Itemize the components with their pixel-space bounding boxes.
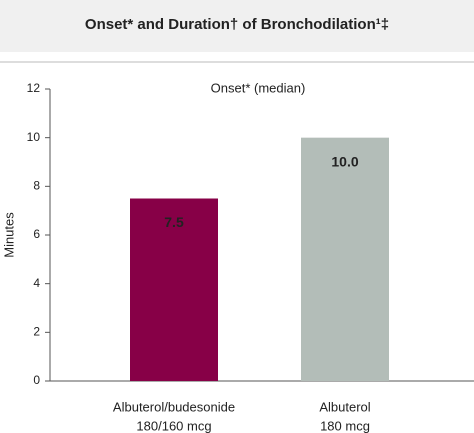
title-band (0, 0, 474, 52)
chart-title: Onset* and Duration† of Bronchodilation¹… (85, 16, 389, 33)
y-tick-label: 8 (33, 179, 40, 193)
y-tick-label: 2 (33, 325, 40, 339)
y-axis-label: Minutes (1, 212, 16, 258)
x-tick-label: 180 mcg (320, 418, 370, 433)
x-tick-label: Albuterol/budesonide (113, 399, 235, 414)
value-label: 10.0 (331, 153, 358, 169)
y-tick-label: 4 (33, 276, 40, 290)
bar (130, 198, 218, 381)
bar (301, 137, 389, 381)
x-tick-label: Albuterol (319, 399, 370, 414)
x-tick-label: 180/160 mcg (136, 418, 211, 433)
y-tick-label: 6 (33, 227, 40, 241)
y-tick-label: 12 (27, 81, 41, 95)
y-tick-label: 0 (33, 373, 40, 387)
value-label: 7.5 (164, 214, 184, 230)
chart-subtitle: Onset* (median) (211, 80, 306, 95)
y-tick-label: 10 (27, 130, 41, 144)
